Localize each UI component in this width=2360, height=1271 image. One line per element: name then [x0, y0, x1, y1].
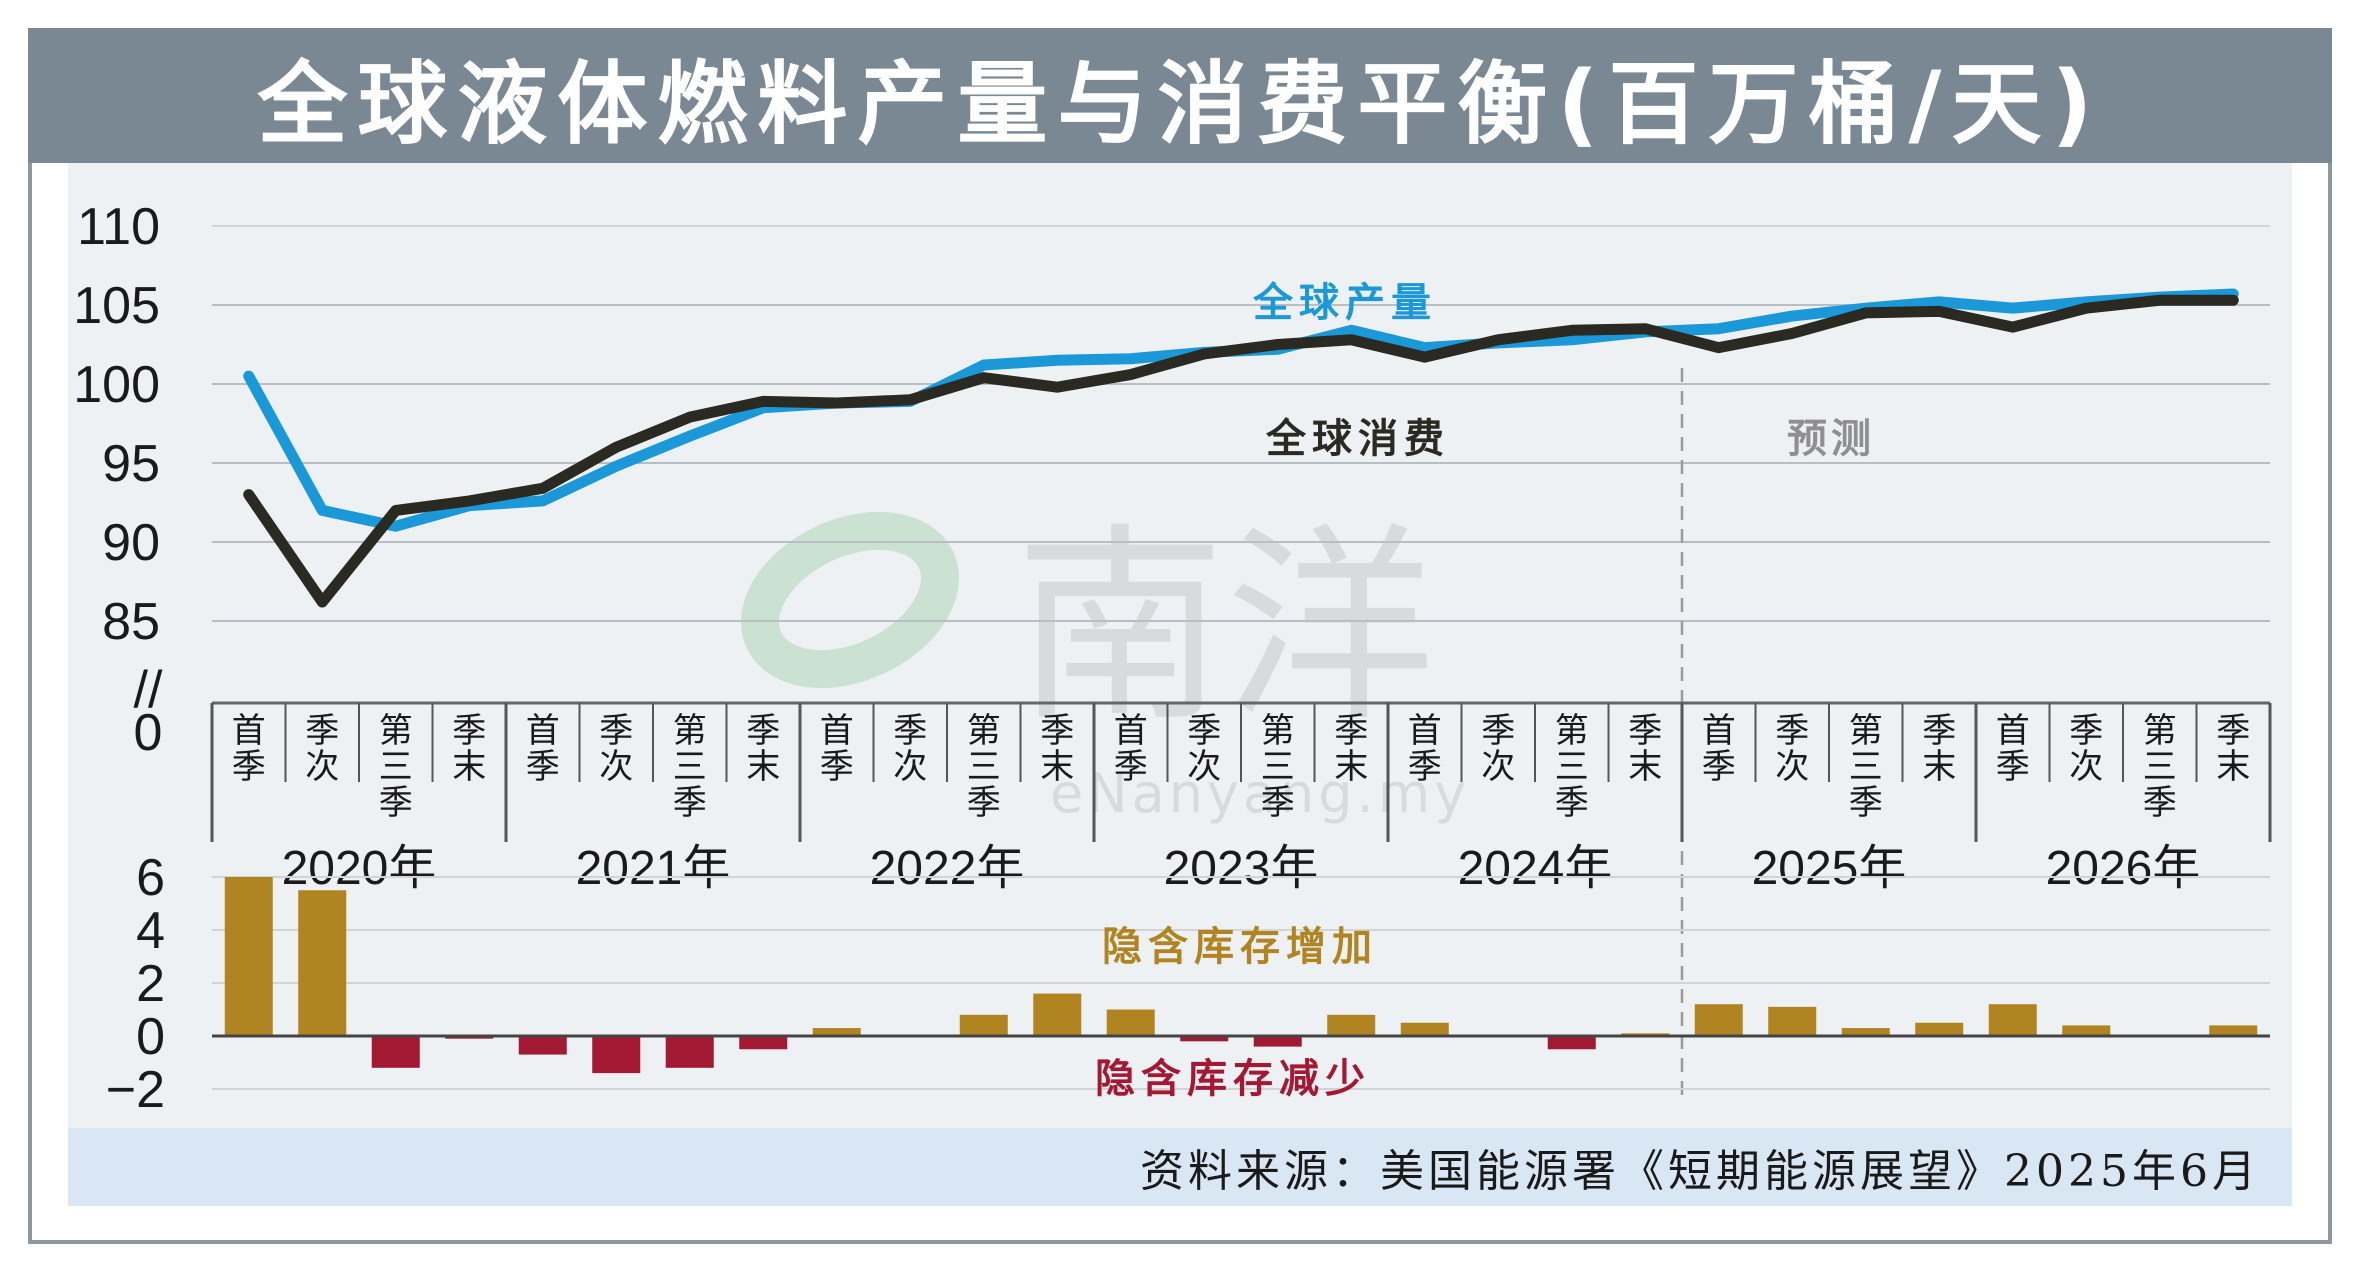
- inventory-increase-bar: [1327, 1014, 1376, 1036]
- watermark-site: eNanyang.my: [1050, 762, 1470, 825]
- quarter-label: 季末: [746, 711, 780, 787]
- plot-background: [68, 163, 2292, 1128]
- quarter-label: 第三季: [673, 711, 707, 823]
- quarter-label: 首季: [1114, 711, 1148, 787]
- inventory-decrease-bar: [1547, 1036, 1596, 1050]
- source-note: 资料来源：美国能源署《短期能源展望》2025年6月: [1140, 1146, 2260, 1197]
- y-tick-label: 0: [134, 704, 163, 762]
- quarter-label: 第三季: [2143, 711, 2177, 823]
- quarter-label: 季末: [452, 711, 486, 787]
- year-label: 2021年: [576, 842, 731, 895]
- quarter-label: 第三季: [1849, 711, 1883, 823]
- quarter-label: 季次: [893, 711, 927, 787]
- quarter-label: 季次: [1481, 711, 1515, 787]
- inventory-decrease-label: 隐含库存减少: [1095, 1056, 1371, 1102]
- quarter-label: 季末: [1922, 711, 1956, 787]
- quarter-label: 首季: [1996, 711, 2030, 787]
- quarter-label: 季末: [2216, 711, 2250, 787]
- quarter-label: 首季: [1408, 711, 1442, 787]
- inventory-increase-bar: [298, 890, 347, 1036]
- title-bar: 全球液体燃料产量与消费平衡(百万桶/天): [28, 28, 2332, 163]
- y-tick-label: 95: [102, 435, 160, 493]
- y-tick-label: 6: [136, 849, 165, 907]
- year-label: 2024年: [1458, 842, 1613, 895]
- year-label: 2020年: [282, 842, 437, 895]
- y-tick-label: 100: [73, 356, 160, 414]
- quarter-label: 首季: [820, 711, 854, 787]
- line-chart-gridlines: [212, 225, 2270, 622]
- quarter-label: 季次: [305, 711, 339, 787]
- bar-chart-gridlines: [212, 876, 2270, 1090]
- y-tick-label: 90: [102, 514, 160, 572]
- quarter-axis: 首季季次第三季季末首季季次第三季季末首季季次第三季季末首季季次第三季季末首季季次…: [210, 701, 2272, 895]
- y-tick-label: 110: [77, 198, 160, 256]
- inventory-increase-bar: [1915, 1022, 1964, 1036]
- y-tick-label: 2: [136, 955, 165, 1013]
- quarter-label: 季次: [1775, 711, 1809, 787]
- y-tick-label: 0: [136, 1008, 165, 1066]
- inventory-increase-bar: [1768, 1006, 1817, 1036]
- inventory-increase-bar: [1841, 1028, 1890, 1036]
- inventory-increase-bar: [1988, 1004, 2037, 1036]
- year-label: 2022年: [870, 842, 1025, 895]
- quarter-label: 季次: [2069, 711, 2103, 787]
- line-chart-y-ticks: 110 105 100 95 90 85 //0: [73, 198, 163, 762]
- consumption-line: [243, 294, 2239, 608]
- quarter-label: 首季: [1702, 711, 1736, 787]
- forecast-marker: 预测: [1680, 368, 1875, 1100]
- chart-title: 全球液体燃料产量与消费平衡(百万桶/天): [257, 51, 2103, 157]
- consumption-series-label: 全球消费: [1265, 416, 1450, 462]
- quarter-label: 季末: [1334, 711, 1368, 787]
- quarter-label: 第三季: [1555, 711, 1589, 823]
- year-label: 2023年: [1164, 842, 1319, 895]
- inventory-decrease-bar: [1253, 1036, 1302, 1047]
- inventory-increase-bar: [224, 877, 273, 1036]
- watermark-logo-e: [741, 511, 959, 689]
- quarter-label: 季次: [1187, 711, 1221, 787]
- inventory-increase-bar: [1694, 1004, 1743, 1036]
- inventory-increase-label: 隐含库存增加: [1102, 924, 1378, 970]
- y-tick-label: −2: [106, 1061, 165, 1119]
- source-bar: 资料来源：美国能源署《短期能源展望》2025年6月: [68, 1128, 2292, 1206]
- y-tick-label: 4: [136, 902, 165, 960]
- inventory-decrease-bar: [592, 1036, 641, 1074]
- quarter-label: 第三季: [967, 711, 1001, 823]
- watermark: 南洋 eNanyang.my: [741, 505, 1470, 825]
- forecast-label: 预测: [1787, 416, 1875, 462]
- axis-break-mark: //: [134, 661, 163, 719]
- year-label: 2026年: [2046, 842, 2201, 895]
- inventory-decrease-bar: [665, 1036, 714, 1068]
- y-tick-label: 85: [102, 593, 160, 651]
- inventory-increase-bar: [1400, 1022, 1449, 1036]
- line-series: [243, 288, 2239, 608]
- inventory-decrease-bar: [739, 1036, 788, 1050]
- quarter-label: 第三季: [379, 711, 413, 823]
- bar-series: [212, 877, 2270, 1074]
- production-series-label: 全球产量: [1252, 280, 1437, 326]
- inventory-decrease-bar: [371, 1036, 420, 1068]
- quarter-label: 首季: [232, 711, 266, 787]
- quarter-label: 季次: [599, 711, 633, 787]
- inventory-increase-bar: [959, 1014, 1008, 1036]
- quarter-label: 季末: [1040, 711, 1074, 787]
- y-tick-label: 105: [73, 277, 160, 335]
- watermark-logo-text: 南洋: [1015, 505, 1435, 750]
- inventory-increase-bar: [2209, 1025, 2258, 1036]
- quarter-label: 首季: [526, 711, 560, 787]
- inventory-increase-bar: [2062, 1025, 2111, 1036]
- quarter-label: 季末: [1628, 711, 1662, 787]
- year-label: 2025年: [1752, 842, 1907, 895]
- quarter-label: 第三季: [1261, 711, 1295, 823]
- inventory-increase-bar: [812, 1028, 861, 1036]
- inventory-increase-bar: [1033, 993, 1082, 1036]
- inventory-decrease-bar: [518, 1036, 567, 1055]
- inventory-decrease-bar: [1180, 1036, 1229, 1042]
- inventory-increase-bar: [1106, 1009, 1155, 1036]
